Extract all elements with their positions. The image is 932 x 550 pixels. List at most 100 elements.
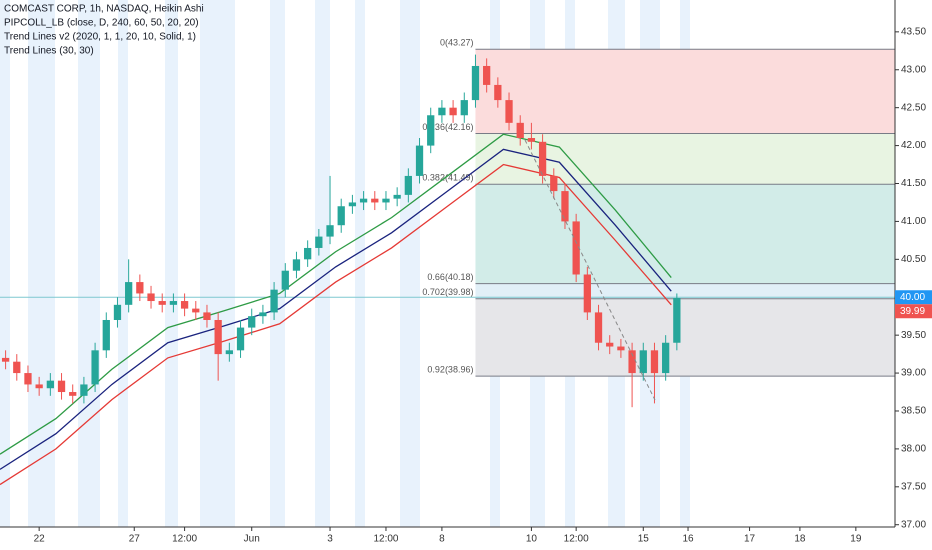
y-tick-label: 37.00 [901, 519, 926, 530]
chart-title: COMCAST CORP, 1h, NASDAQ, Heikin Ashi [4, 4, 204, 15]
y-tick-label: 40.50 [901, 254, 926, 265]
y-tick-label: 43.50 [901, 26, 926, 37]
x-tick-label: 12:00 [172, 534, 197, 545]
x-tick-label: 16 [682, 534, 694, 545]
x-tick-label: 27 [129, 534, 141, 545]
candle-body [471, 65, 480, 101]
candle-body [382, 198, 390, 203]
x-tick-label: 3 [327, 534, 333, 545]
candle-body [91, 350, 99, 385]
candle-body [259, 312, 267, 317]
candle-body [24, 373, 32, 385]
candle-body [169, 301, 178, 305]
candle-body [527, 138, 536, 142]
x-tick-label: 8 [439, 534, 445, 545]
candle-body [180, 301, 189, 309]
fib-zone [475, 283, 895, 299]
y-tick-label: 43.00 [901, 64, 926, 75]
x-tick-label: Jun [244, 534, 260, 545]
price-tag [895, 290, 932, 305]
fib-zone [475, 298, 895, 377]
moving-average [0, 163, 672, 486]
moving-average [0, 148, 672, 470]
x-tick-label: 12:00 [564, 534, 589, 545]
candle-body [270, 289, 278, 313]
candle-body [550, 175, 558, 192]
candle-body [662, 342, 670, 374]
candle-body [192, 308, 200, 313]
candle-body [572, 221, 580, 275]
candle-body [650, 350, 659, 374]
fib-label: 0.66(40.18) [427, 272, 473, 282]
fib-zone [475, 49, 895, 134]
candle-body [281, 270, 289, 290]
candle-body [13, 361, 21, 374]
candle-body [80, 384, 88, 396]
price-tag-label: 39.99 [900, 306, 925, 317]
candle-body [371, 198, 379, 203]
candle-body [393, 194, 401, 199]
candle-body [304, 247, 312, 260]
candle-body [617, 346, 625, 351]
indicator-label: PIPCOLL_LB (close, D, 240, 60, 50, 20, 2… [4, 18, 199, 29]
candle-body [225, 350, 233, 355]
fib-label: 0(43.27) [440, 38, 474, 48]
time-axis [0, 527, 932, 550]
moving-average [0, 133, 672, 455]
y-tick-label: 42.50 [901, 102, 926, 113]
candle-body [673, 298, 681, 343]
candle-body [57, 380, 66, 393]
y-tick-label: 42.00 [901, 140, 926, 151]
x-tick-label: 19 [850, 534, 862, 545]
candle-body [236, 327, 245, 351]
candle-body [315, 236, 323, 248]
y-tick-label: 39.50 [901, 330, 926, 341]
candle-body [1, 357, 10, 362]
candle-body [594, 312, 603, 343]
x-tick-label: 12:00 [373, 534, 398, 545]
candle-body [460, 100, 468, 116]
indicator-label: Trend Lines (30, 30) [4, 46, 94, 57]
candle-body [404, 175, 412, 195]
price-axis [895, 0, 932, 550]
candle-body [147, 293, 155, 302]
x-tick-label: 18 [794, 534, 806, 545]
candle-body [113, 304, 122, 320]
y-tick-label: 39.00 [901, 368, 926, 379]
fib-label: 0.382(41.49) [422, 173, 473, 183]
candle-body [102, 319, 110, 351]
candle-body [158, 301, 166, 305]
y-tick-label: 41.50 [901, 178, 926, 189]
fib-label: 0.236(42.16) [422, 122, 473, 132]
candle-body [538, 141, 547, 176]
y-tick-label: 38.50 [901, 406, 926, 417]
candle-body [583, 274, 591, 313]
candle-body [292, 259, 301, 271]
x-tick-label: 10 [526, 534, 538, 545]
candle-body [35, 384, 43, 389]
candle-body [438, 107, 446, 116]
fib-zone [475, 184, 895, 284]
candle-body [337, 206, 345, 226]
x-tick-label: 17 [744, 534, 756, 545]
candle-body [505, 100, 513, 123]
candle-body [125, 282, 133, 305]
candle-body [348, 202, 357, 207]
price-tag [895, 304, 932, 319]
y-tick-label: 37.50 [901, 481, 926, 492]
indicator-label: Trend Lines v2 (2020, 1, 1, 20, 10, Soli… [4, 32, 196, 43]
candle-body [214, 319, 222, 355]
candle-body [639, 350, 647, 374]
candle-body [359, 198, 368, 203]
x-tick-label: 22 [34, 534, 46, 545]
x-tick-label: 15 [638, 534, 650, 545]
candle-body [494, 84, 502, 101]
candle-body [69, 392, 77, 396]
candle-body [136, 282, 144, 294]
candle-body [516, 122, 524, 139]
candle-body [415, 145, 424, 176]
candle-body [606, 342, 614, 347]
y-tick-label: 41.00 [901, 216, 926, 227]
candle-body [427, 115, 435, 146]
